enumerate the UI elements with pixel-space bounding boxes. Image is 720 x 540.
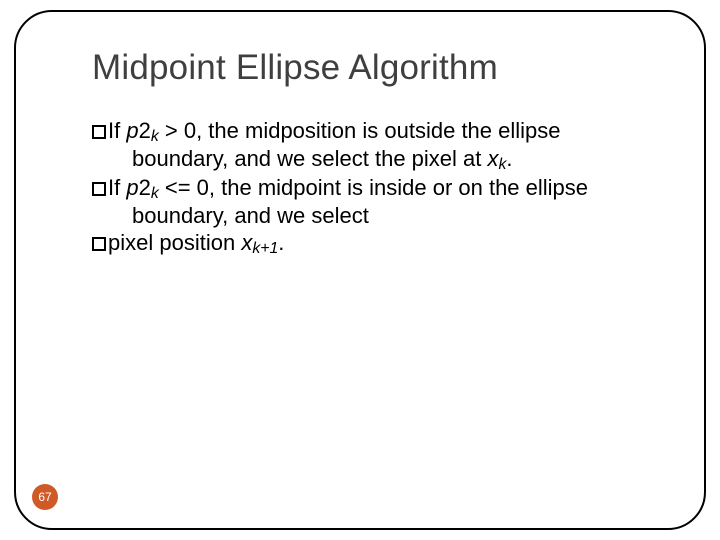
slide: Midpoint Ellipse Algorithm If p2k > 0, t… — [0, 0, 720, 540]
page-number: 67 — [38, 490, 51, 504]
text: boundary, and we select — [132, 203, 369, 228]
bullet-line-3: pixel position xk+1. — [92, 230, 660, 258]
text: pixel position — [108, 230, 241, 255]
cont-line-1: boundary, and we select the pixel at xk. — [92, 146, 660, 174]
sub-k: k — [151, 185, 159, 202]
var-p: p — [126, 118, 138, 143]
slide-title: Midpoint Ellipse Algorithm — [92, 48, 498, 88]
text: . — [506, 146, 512, 171]
page-number-badge: 67 — [32, 484, 58, 510]
bullet-square-icon — [92, 237, 106, 251]
text: > 0, the midposition is outside the elli… — [159, 118, 561, 143]
text: <= 0, the midpoint is inside or on the e… — [159, 175, 588, 200]
bullet-line-2: If p2k <= 0, the midpoint is inside or o… — [92, 175, 660, 203]
text: If — [108, 175, 126, 200]
text: boundary, and we select the pixel at — [132, 146, 487, 171]
bullet-square-icon — [92, 125, 106, 139]
bullet-line-1: If p2k > 0, the midposition is outside t… — [92, 118, 660, 146]
cont-line-2: boundary, and we select — [92, 203, 660, 230]
text: . — [278, 230, 284, 255]
text: 2 — [139, 175, 151, 200]
var-x: x — [487, 146, 498, 171]
text: If — [108, 118, 126, 143]
slide-border — [14, 10, 706, 530]
var-x: x — [241, 230, 252, 255]
slide-body: If p2k > 0, the midposition is outside t… — [92, 118, 660, 258]
sub-kplus1: k+1 — [252, 240, 278, 257]
var-p: p — [126, 175, 138, 200]
sub-k: k — [151, 128, 159, 145]
bullet-square-icon — [92, 182, 106, 196]
text: 2 — [139, 118, 151, 143]
